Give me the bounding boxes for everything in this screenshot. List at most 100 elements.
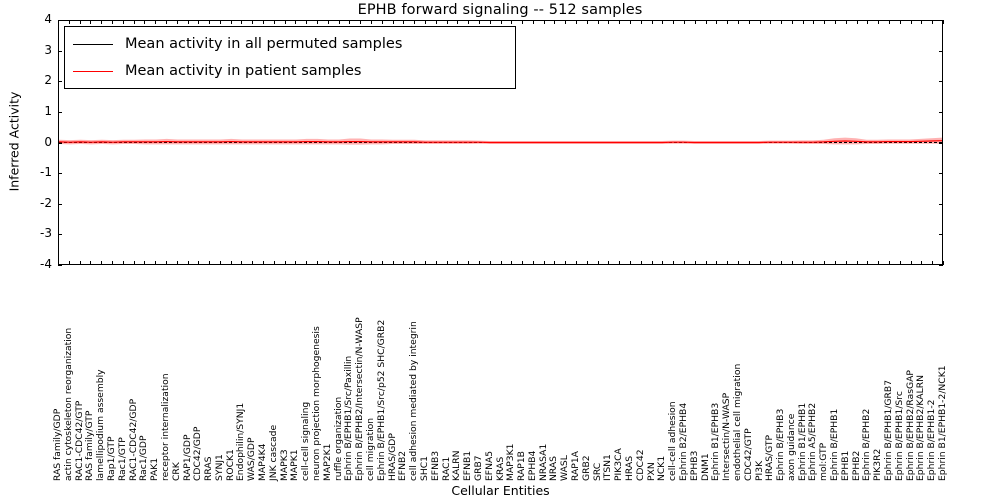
- x-axis-tick-mark: [79, 261, 81, 265]
- y-axis-tick-mark-right: [939, 234, 943, 236]
- x-axis-tick-label: Ephrin B/EPHB1/Src/Paxillin: [343, 355, 355, 481]
- x-axis-tick-mark: [845, 261, 847, 265]
- x-axis-tick-mark-top: [748, 20, 750, 24]
- x-axis-tick-mark: [252, 261, 254, 265]
- x-axis-tick-label: Ephrin B/EPHB2: [861, 408, 873, 481]
- x-axis-tick-mark: [619, 261, 621, 265]
- x-axis-tick-label: Ephrin B1/EPHB1-2/NCK1: [937, 365, 948, 481]
- x-axis-tick-mark: [349, 261, 351, 265]
- x-axis-tick-label: WASL: [559, 455, 571, 481]
- x-axis-tick-mark: [597, 261, 599, 265]
- x-axis-tick-mark: [813, 261, 815, 265]
- x-axis-tick-mark-top: [209, 20, 211, 24]
- x-axis-tick-label: axon guidance: [785, 413, 797, 481]
- x-axis-tick-label: HRAS/GDP: [386, 433, 398, 481]
- x-axis-tick-mark: [457, 261, 459, 265]
- x-axis-tick-mark: [338, 261, 340, 265]
- x-axis-tick-label: SRC: [591, 462, 603, 481]
- x-axis-tick-label: Rac1/GTP: [116, 437, 128, 481]
- x-axis-tick-label: cell-cell signaling: [300, 401, 312, 481]
- x-axis-tick-mark: [435, 261, 437, 265]
- x-axis-tick-mark: [187, 261, 189, 265]
- x-axis-tick-mark: [284, 261, 286, 265]
- y-axis-tick-label: 4: [44, 12, 52, 26]
- x-axis-tick-label: EPHB2: [850, 450, 862, 481]
- x-axis-tick-mark-top: [759, 20, 761, 24]
- x-axis-tick-mark: [68, 261, 70, 265]
- x-axis-tick-label: Intersectin/N-WASP: [721, 392, 733, 481]
- x-axis-tick-mark-top: [770, 20, 772, 24]
- x-axis-tick-mark: [565, 261, 567, 265]
- x-axis-tick-mark: [835, 261, 837, 265]
- x-axis-tick-label: MAP3K1: [505, 443, 517, 481]
- x-axis-tick-label: ruffle organization: [332, 396, 344, 481]
- x-axis-tick-mark-top: [263, 20, 265, 24]
- x-axis-tick-mark-top: [273, 20, 275, 24]
- x-axis-tick-mark-top: [133, 20, 135, 24]
- x-axis-tick-labels: RAS family/GDP actin cytoskeleton reorgan…: [52, 266, 948, 481]
- x-axis-tick-mark-top: [867, 20, 869, 24]
- x-axis-tick-mark: [230, 261, 232, 265]
- x-axis-tick-mark-top: [824, 20, 826, 24]
- x-axis-tick-mark: [489, 261, 491, 265]
- y-axis-tick-mark-right: [939, 81, 943, 83]
- x-axis-tick-mark-top: [176, 20, 178, 24]
- x-axis-tick-mark: [306, 261, 308, 265]
- x-axis-tick-mark: [133, 261, 135, 265]
- x-axis-tick-mark: [576, 261, 578, 265]
- x-axis-tick-mark-top: [489, 20, 491, 24]
- x-axis-tick-mark: [532, 261, 534, 265]
- x-axis-tick-label: CDC42/GDP: [192, 426, 204, 481]
- x-axis-tick-mark: [856, 261, 858, 265]
- x-axis-tick-label: EFNB2: [397, 450, 409, 481]
- y-axis-tick-mark-right: [939, 142, 943, 144]
- x-axis-tick-mark: [867, 261, 869, 265]
- x-axis-tick-label: Rap1/GTP: [105, 436, 117, 481]
- x-axis-tick-mark-top: [543, 20, 545, 24]
- x-axis-tick-label: RAS family/GTP: [84, 410, 96, 481]
- x-axis-tick-mark-top: [230, 20, 232, 24]
- x-axis-tick-mark-top: [252, 20, 254, 24]
- x-axis-tick-mark-top: [522, 20, 524, 24]
- x-axis-tick-label: Ephrin B/EPHB1/Src: [893, 391, 905, 481]
- x-axis-tick-mark-top: [813, 20, 815, 24]
- y-axis-tick-mark: [58, 173, 62, 175]
- x-axis-tick-mark: [144, 261, 146, 265]
- x-axis-tick-mark-top: [576, 20, 578, 24]
- x-axis-tick-label: Ephrin A5/EPHB2: [807, 402, 819, 481]
- y-axis-tick-label: -1: [40, 165, 52, 180]
- x-axis-tick-mark-top: [662, 20, 664, 24]
- x-axis-tick-mark-top: [403, 20, 405, 24]
- x-axis-tick-mark-top: [554, 20, 556, 24]
- x-axis-tick-label: RAC1-CDC42/GTP: [73, 400, 85, 481]
- x-axis-tick-mark: [295, 261, 297, 265]
- x-axis-tick-label: KALRN: [451, 450, 463, 481]
- x-axis-tick-mark-top: [835, 20, 837, 24]
- x-axis-tick-mark-top: [68, 20, 70, 24]
- x-axis-tick-mark: [878, 261, 880, 265]
- x-axis-tick-label: CDC42/GTP: [742, 428, 754, 481]
- x-axis-tick-mark-top: [327, 20, 329, 24]
- x-axis-tick-mark: [727, 261, 729, 265]
- series-layer: [59, 137, 942, 145]
- x-axis-tick-mark-top: [360, 20, 362, 24]
- x-axis-tick-label: RAP1/GDP: [181, 434, 193, 481]
- x-axis-tick-mark-top: [500, 20, 502, 24]
- x-axis-tick-mark-top: [79, 20, 81, 24]
- x-axis-tick-mark: [791, 261, 793, 265]
- x-axis-tick-label: MAP4K4: [257, 443, 269, 481]
- x-axis-tick-label: Ephrin B/EPHB2/RasGAP: [904, 370, 916, 481]
- x-axis-tick-mark: [263, 261, 265, 265]
- x-axis-tick-mark-top: [640, 20, 642, 24]
- patient-confidence-band: [59, 137, 942, 145]
- x-axis-tick-mark: [802, 261, 804, 265]
- x-axis-tick-mark: [673, 261, 675, 265]
- x-axis-tick-mark: [446, 261, 448, 265]
- x-axis-tick-label: EPHB3: [688, 450, 700, 481]
- x-axis-tick-mark-top: [694, 20, 696, 24]
- x-axis-tick-mark: [155, 261, 157, 265]
- x-axis-tick-mark-top: [608, 20, 610, 24]
- x-axis-tick-mark: [705, 261, 707, 265]
- x-axis-tick-label: RAP1A: [570, 451, 582, 481]
